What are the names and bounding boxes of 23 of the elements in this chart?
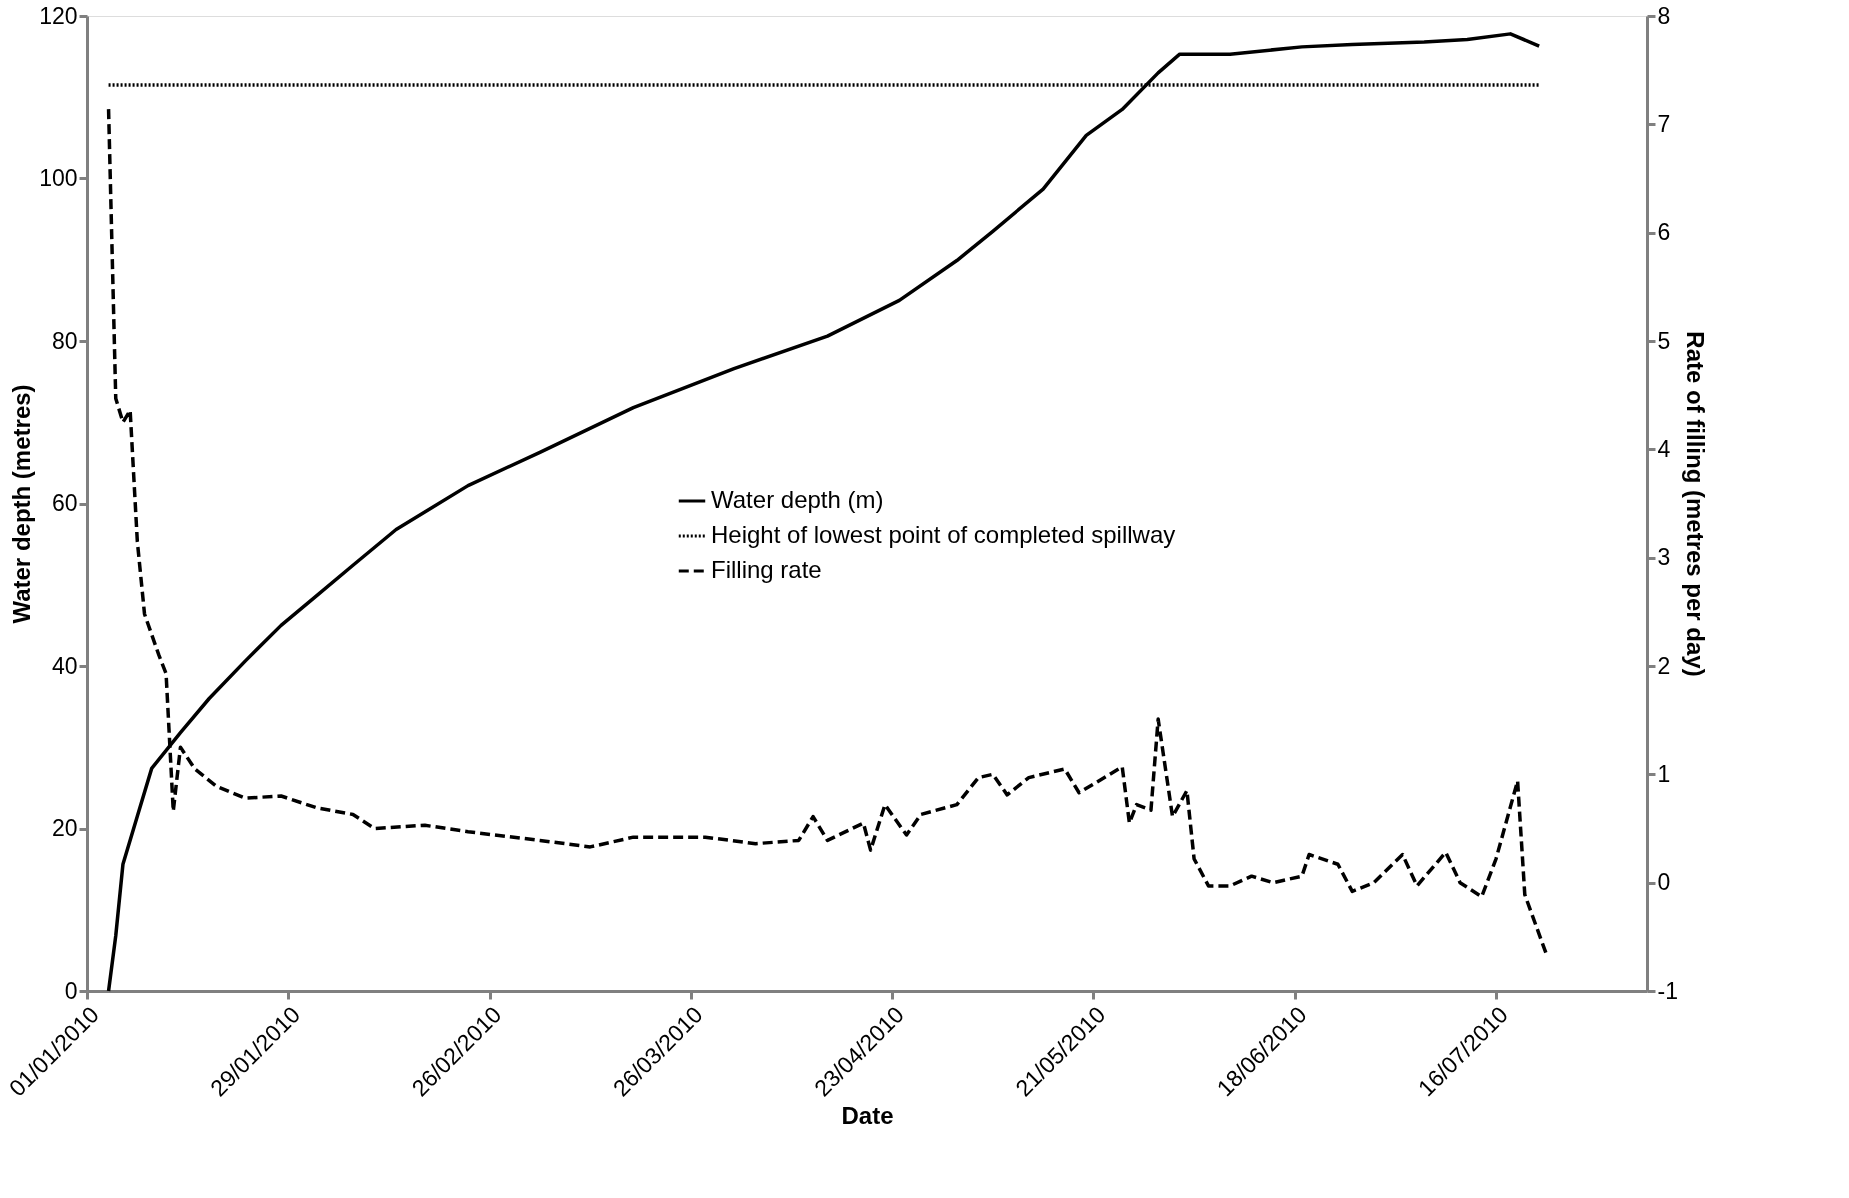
y-tick-label: 0	[64, 977, 78, 1004]
y2-tick-label: 3	[1657, 544, 1671, 571]
legend-label: Filling rate	[711, 556, 822, 583]
x-axis-title: Date	[841, 1102, 894, 1130]
y2-tick-label: -1	[1657, 977, 1678, 1004]
y-tick-label: 120	[39, 2, 78, 29]
legend-label: Water depth (m)	[711, 486, 884, 513]
y2-tick-label: 8	[1657, 2, 1671, 29]
y2-axis-title: Rate of filling (metres per day)	[1681, 331, 1709, 677]
y2-tick-label: 5	[1657, 327, 1671, 354]
y-axis-title: Water depth (metres)	[8, 384, 36, 624]
y2-tick-label: 4	[1657, 435, 1671, 462]
y-tick-label: 40	[51, 652, 78, 679]
y-tick-label: 20	[51, 815, 78, 841]
legend-label: Height of lowest point of completed spillway	[711, 521, 1176, 548]
y2-tick-label: 2	[1657, 652, 1671, 679]
y2-tick-label: 0	[1657, 869, 1671, 896]
y-tick-label: 80	[51, 327, 78, 354]
y-tick-label: 100	[39, 165, 78, 191]
y2-tick-label: 7	[1657, 110, 1671, 137]
y2-tick-label: 1	[1657, 760, 1671, 787]
y-tick-label: 60	[51, 490, 78, 516]
y2-tick-label: 6	[1657, 219, 1671, 246]
